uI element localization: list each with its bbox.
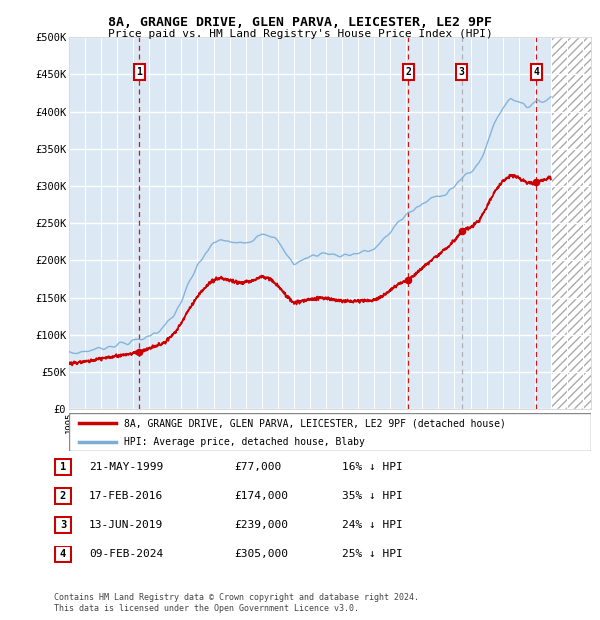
Text: 17-FEB-2016: 17-FEB-2016 xyxy=(89,491,163,501)
Text: £239,000: £239,000 xyxy=(234,520,288,530)
Text: 13-JUN-2019: 13-JUN-2019 xyxy=(89,520,163,530)
Text: £77,000: £77,000 xyxy=(234,462,281,472)
Text: Price paid vs. HM Land Registry's House Price Index (HPI): Price paid vs. HM Land Registry's House … xyxy=(107,29,493,39)
Text: 3: 3 xyxy=(459,67,464,77)
Text: 1: 1 xyxy=(136,67,142,77)
Text: 8A, GRANGE DRIVE, GLEN PARVA, LEICESTER, LE2 9PF: 8A, GRANGE DRIVE, GLEN PARVA, LEICESTER,… xyxy=(108,16,492,29)
Text: 2: 2 xyxy=(405,67,411,77)
Text: 09-FEB-2024: 09-FEB-2024 xyxy=(89,549,163,559)
Text: 4: 4 xyxy=(60,549,66,559)
Text: Contains HM Land Registry data © Crown copyright and database right 2024.
This d: Contains HM Land Registry data © Crown c… xyxy=(54,593,419,613)
FancyBboxPatch shape xyxy=(55,546,71,562)
Text: £174,000: £174,000 xyxy=(234,491,288,501)
Text: 35% ↓ HPI: 35% ↓ HPI xyxy=(342,491,403,501)
Text: HPI: Average price, detached house, Blaby: HPI: Average price, detached house, Blab… xyxy=(124,436,365,447)
Text: 4: 4 xyxy=(533,67,539,77)
FancyBboxPatch shape xyxy=(55,459,71,475)
Text: 16% ↓ HPI: 16% ↓ HPI xyxy=(342,462,403,472)
FancyBboxPatch shape xyxy=(55,517,71,533)
FancyBboxPatch shape xyxy=(55,488,71,504)
FancyBboxPatch shape xyxy=(69,413,591,451)
Text: 2: 2 xyxy=(60,491,66,501)
Text: £305,000: £305,000 xyxy=(234,549,288,559)
Text: 21-MAY-1999: 21-MAY-1999 xyxy=(89,462,163,472)
Text: 3: 3 xyxy=(60,520,66,530)
Text: 25% ↓ HPI: 25% ↓ HPI xyxy=(342,549,403,559)
Text: 24% ↓ HPI: 24% ↓ HPI xyxy=(342,520,403,530)
Text: 1: 1 xyxy=(60,462,66,472)
Text: 8A, GRANGE DRIVE, GLEN PARVA, LEICESTER, LE2 9PF (detached house): 8A, GRANGE DRIVE, GLEN PARVA, LEICESTER,… xyxy=(124,418,506,428)
